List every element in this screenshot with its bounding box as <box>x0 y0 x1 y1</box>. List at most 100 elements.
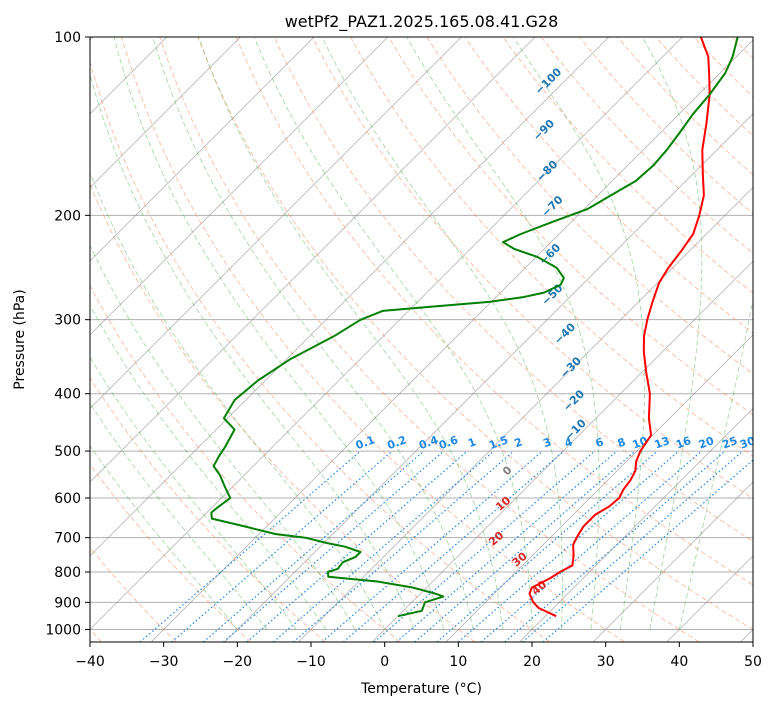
mixing-ratio-line <box>246 450 468 642</box>
moist-adiabat-line <box>113 37 444 630</box>
isotherm-line <box>90 37 683 631</box>
x-tick-label: 50 <box>744 654 762 670</box>
y-tick-label: 500 <box>54 444 81 460</box>
dry-adiabat-line <box>121 37 625 642</box>
dry-adiabat-label: −40 <box>552 320 579 347</box>
mixing-ratio-line <box>457 450 680 642</box>
mixing-ratio-label: 3 <box>541 435 553 450</box>
y-axis-ticks: 1000 900 800 700 600 500 400 300 200 100 <box>45 30 90 638</box>
moist-adiabat-line <box>90 73 415 630</box>
dry-adiabat-line <box>388 37 753 416</box>
moist-adiabat-line <box>90 244 356 630</box>
mixing-ratio-label: 0.1 <box>354 433 377 452</box>
mixing-ratio-label: 10 <box>631 434 650 452</box>
dry-adiabat-label: −50 <box>539 281 566 308</box>
isotherm-line <box>90 37 389 336</box>
moist-adiabat-line <box>512 37 646 630</box>
dry-adiabat-line <box>235 37 753 586</box>
dry-adiabat-line <box>770 37 775 642</box>
moist-adiabat-line <box>406 37 600 630</box>
chart-title: wetPf2_PAZ1.2025.165.08.41.G28 <box>285 12 559 32</box>
mixing-ratio-label: 0.4 <box>417 433 440 452</box>
dry-adiabat-line <box>90 183 476 642</box>
dry-adiabat-line <box>312 37 753 500</box>
dry-adiabat-label: −90 <box>531 117 558 144</box>
dry-adiabat-line <box>426 37 753 375</box>
dry-adiabat-line <box>273 37 753 542</box>
mixing-ratio-label: 1 <box>466 435 478 450</box>
mixing-ratio-line <box>273 450 495 642</box>
x-axis-ticks: −40 −30 −20 −10 0 10 20 30 40 50 <box>75 642 762 670</box>
mixing-ratio-line <box>522 450 744 642</box>
y-tick-label: 400 <box>54 387 81 403</box>
mixing-ratio-line <box>373 450 596 642</box>
mixing-ratio-label: 2 <box>513 435 525 450</box>
isotherm-line <box>90 37 610 557</box>
mixing-ratio-label: 4 <box>563 435 575 450</box>
y-axis-label: Pressure (hPa) <box>12 289 28 389</box>
mixing-ratio-line <box>222 450 445 642</box>
moist-adiabat-line <box>253 37 533 630</box>
y-tick-label: 700 <box>54 531 81 547</box>
x-tick-label: −10 <box>296 654 326 670</box>
mixing-ratio-label: 13 <box>653 434 672 451</box>
y-tick-label: 300 <box>54 313 81 329</box>
x-tick-label: 40 <box>670 654 688 670</box>
dry-adiabat-label: −80 <box>534 158 561 185</box>
isotherm-line <box>224 113 753 642</box>
mixing-ratio-label: 0.6 <box>437 433 460 452</box>
moist-adiabat-line <box>198 37 503 630</box>
y-tick-label: 1000 <box>45 622 81 638</box>
mixing-ratio-line <box>139 450 361 642</box>
dry-adiabat-line <box>655 37 753 137</box>
dewpoint-profile-line <box>210 37 739 618</box>
isotherm-line <box>90 37 462 410</box>
y-tick-label: 100 <box>54 30 81 46</box>
mixing-ratio-line <box>542 459 753 642</box>
x-tick-label: −30 <box>149 654 179 670</box>
mixing-ratio-label: 0.2 <box>386 433 409 452</box>
dry-adiabat-line <box>90 376 326 642</box>
mixing-ratio-label: 36 <box>759 434 775 452</box>
mixing-ratio-line <box>321 450 543 642</box>
y-tick-label: 200 <box>54 208 81 224</box>
dry-adiabat-line <box>541 37 753 254</box>
mixing-ratio-label: 30 <box>738 434 757 452</box>
moist-adiabat-line <box>90 356 297 630</box>
mixing-ratio-line <box>342 450 565 642</box>
mixing-ratio-line <box>171 450 393 642</box>
x-axis-label: Temperature (°C) <box>360 681 482 697</box>
moist-adiabat-line <box>641 37 703 630</box>
y-tick-label: 800 <box>54 565 81 581</box>
mixing-ratio-line <box>480 450 702 642</box>
dry-adiabat-line <box>90 463 252 642</box>
moist-adiabat-line <box>90 304 327 630</box>
moist-adiabat-label: 20 <box>486 529 506 549</box>
dry-adiabat-line <box>90 284 401 642</box>
y-tick-label: 600 <box>54 491 81 507</box>
background-reference-lines <box>90 37 775 642</box>
plot-frame <box>89 36 754 643</box>
x-tick-label: 30 <box>597 654 615 670</box>
dry-adiabat-line <box>617 37 753 176</box>
isotherm-line <box>90 37 536 483</box>
dry-adiabat-line <box>502 37 753 294</box>
dry-adiabat-line <box>197 37 753 630</box>
isotherm-line <box>740 628 753 642</box>
dry-adiabat-label: −20 <box>561 387 588 414</box>
x-tick-label: 0 <box>380 654 389 670</box>
dry-adiabat-label: −30 <box>558 354 585 381</box>
moist-adiabat-label: 30 <box>510 549 530 569</box>
mixing-ratio-label: 16 <box>674 434 693 452</box>
x-tick-label: −20 <box>223 654 253 670</box>
isotherm-line <box>592 481 753 642</box>
moist-adiabat-line <box>90 402 268 630</box>
y-tick-label: 900 <box>54 595 81 611</box>
isotherm-line <box>150 39 753 642</box>
isotherm-line <box>371 260 753 642</box>
dry-adiabat-line <box>159 37 700 642</box>
x-tick-label: 10 <box>449 654 467 670</box>
mixing-ratio-label: 6 <box>594 435 606 450</box>
